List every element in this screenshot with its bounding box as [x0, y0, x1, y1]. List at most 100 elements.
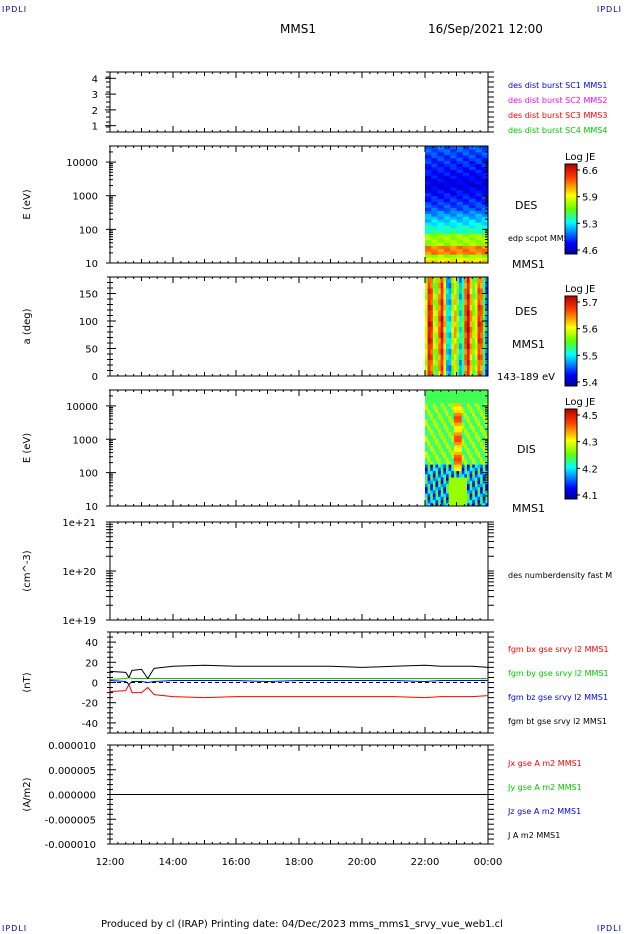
spectrogram-cell	[443, 184, 451, 188]
pitch-angle-cell	[477, 321, 481, 327]
ion-spectrogram-cell	[443, 396, 447, 401]
ion-spectrogram-cell	[485, 457, 489, 462]
spectrogram-cell	[431, 195, 439, 200]
ion-spectrogram-cell	[453, 473, 457, 478]
spectrogram-cell	[431, 178, 439, 182]
pitch-angle-cell	[485, 315, 489, 322]
ion-spectrogram-cell	[461, 396, 465, 401]
pitch-angle-cell	[469, 326, 473, 333]
spectrogram-cell	[469, 207, 476, 211]
spectrogram-cell	[431, 201, 439, 205]
ion-spectrogram-cell	[456, 467, 460, 472]
ion-spectrogram-cell	[435, 454, 439, 459]
ion-spectrogram-cell	[435, 425, 439, 430]
ion-spectrogram-cell	[474, 428, 478, 433]
ion-spectrogram-cell	[485, 489, 489, 494]
spectrogram-cell	[462, 233, 470, 238]
pitch-angle-cell	[443, 277, 447, 283]
pitch-angle-cell	[474, 310, 478, 316]
ion-spectrogram-cell	[448, 483, 452, 488]
ion-spectrogram-cell	[451, 441, 455, 446]
ion-spectrogram-cell	[464, 454, 468, 459]
ion-spectrogram-cell	[438, 396, 442, 401]
pitch-angle-cell	[438, 332, 442, 338]
spectrogram-cell	[475, 189, 483, 194]
ion-spectrogram-cell	[467, 502, 471, 507]
ion-spectrogram-cell	[482, 428, 486, 433]
ion-spectrogram-cell	[461, 477, 465, 481]
ion-spectrogram-cell	[482, 399, 486, 404]
ion-spectrogram-cell	[435, 441, 439, 446]
ion-spectrogram-cell	[459, 438, 463, 443]
ion-spectrogram-cell	[456, 441, 460, 446]
spectrogram-cell	[443, 201, 451, 205]
ion-spectrogram-cell	[435, 493, 439, 497]
ion-spectrogram-cell	[451, 480, 455, 484]
ion-spectrogram-cell	[477, 412, 481, 417]
pitch-angle-cell	[472, 365, 476, 371]
ion-spectrogram-cell	[425, 493, 429, 497]
ion-spectrogram-cell	[453, 399, 457, 404]
pitch-angle-cell	[438, 359, 442, 366]
spectrogram-cell	[425, 178, 432, 182]
spectrogram-cell	[456, 181, 464, 185]
spectrogram-cell	[481, 181, 489, 185]
ion-spectrogram-cell	[461, 483, 465, 488]
pitch-angle-cell	[480, 310, 484, 316]
pitch-angle-cell	[485, 370, 489, 377]
pitch-angle-cell	[443, 337, 447, 344]
ion-spectrogram-cell	[461, 502, 465, 507]
ion-spectrogram-cell	[464, 473, 468, 478]
ion-spectrogram-cell	[459, 396, 463, 401]
spectrogram-cell	[456, 257, 464, 261]
ion-spectrogram-cell	[440, 415, 444, 420]
ion-spectrogram-cell	[480, 464, 484, 468]
pitch-angle-cell	[477, 365, 481, 371]
spectrogram-cell	[481, 260, 489, 264]
ion-spectrogram-cell	[448, 457, 452, 462]
pitch-angle-cell	[451, 343, 455, 349]
pitch-angle-cell	[446, 299, 450, 305]
spectrogram-cell	[475, 172, 483, 176]
spectrogram-cell	[475, 207, 483, 211]
ion-spectrogram-cell	[480, 399, 484, 404]
ion-spectrogram-cell	[440, 489, 444, 494]
pitch-angle-cell	[467, 343, 471, 349]
spectrogram-cell	[469, 210, 476, 214]
ion-spectrogram-cell	[461, 428, 465, 433]
pitch-angle-cell	[485, 321, 489, 327]
pitch-angle-cell	[474, 282, 478, 289]
ion-spectrogram-cell	[485, 464, 489, 468]
ion-spectrogram-cell	[443, 390, 447, 394]
ion-spectrogram-cell	[438, 419, 442, 423]
spectrogram-cell	[431, 260, 439, 264]
spectrogram-cell	[462, 260, 470, 264]
ion-spectrogram-cell	[440, 473, 444, 478]
ion-spectrogram-cell	[453, 470, 457, 475]
pitch-angle-cell	[472, 326, 476, 333]
spectrogram-cell	[462, 189, 470, 194]
ion-spectrogram-cell	[469, 412, 473, 417]
footer-text: Produced by cl (IRAP) Printing date: 04/…	[101, 919, 503, 930]
ion-spectrogram-cell	[440, 499, 444, 504]
ion-spectrogram-cell	[448, 393, 452, 397]
spectrogram-cell	[443, 204, 451, 208]
spectrogram-cell	[469, 219, 476, 223]
ion-spectrogram-cell	[477, 496, 481, 501]
spectrogram-cell	[456, 163, 464, 167]
pitch-angle-cell	[443, 293, 447, 300]
ion-spectrogram-cell	[477, 419, 481, 423]
ion-spectrogram-cell	[459, 415, 463, 420]
ion-spectrogram-cell	[461, 454, 465, 459]
ion-spectrogram-cell	[438, 464, 442, 468]
ion-spectrogram-cell	[435, 396, 439, 401]
ion-spectrogram-cell	[477, 473, 481, 478]
ion-spectrogram-cell	[474, 467, 478, 472]
ion-spectrogram-cell	[477, 467, 481, 472]
ion-spectrogram-cell	[474, 399, 478, 404]
spectrogram-cell	[437, 230, 445, 235]
pitch-angle-cell	[451, 359, 455, 366]
spectrogram-cell	[475, 201, 483, 205]
pitch-angle-cell	[469, 354, 473, 360]
ion-spectrogram-cell	[480, 502, 484, 507]
